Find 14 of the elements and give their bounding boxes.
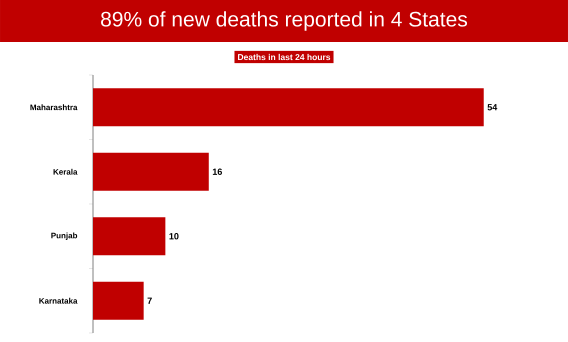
data-label: 7 [148,298,152,304]
y-tick-label: Kerala [54,168,78,175]
y-tick-label: Karnataka [39,298,78,304]
y-tick-label: Punjab [51,232,78,240]
chart-subtitle: Deaths in last 24 hours [238,54,330,60]
data-label: 54 [488,104,498,110]
chart-title: 89% of new deaths reported in 4 States [101,11,468,31]
data-label: 16 [212,168,222,175]
bar [93,152,209,191]
data-label: 10 [169,233,179,240]
y-tick-label: Maharashtra [30,104,78,110]
bar [93,282,144,320]
bar [93,217,166,256]
bar [93,88,484,126]
